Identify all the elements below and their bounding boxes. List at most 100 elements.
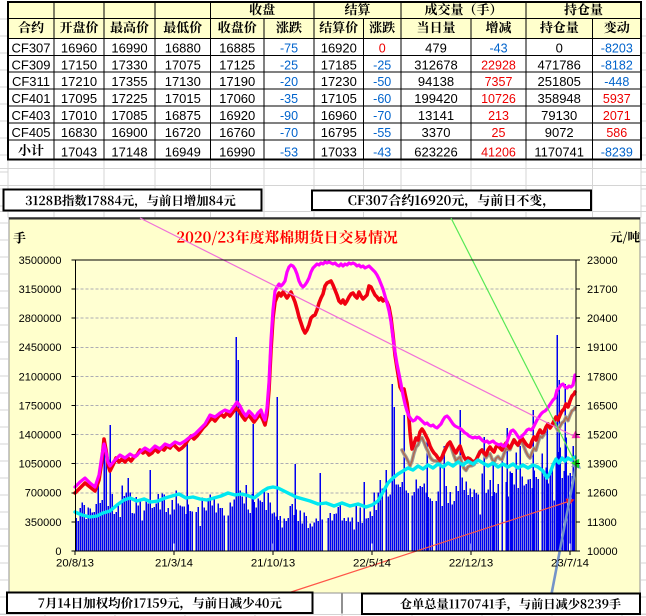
svg-text:12600: 12600 [587, 488, 618, 500]
svg-text:251805: 251805 [538, 74, 581, 89]
svg-text:-70: -70 [280, 126, 298, 140]
svg-text:17185: 17185 [321, 57, 357, 72]
svg-text:21700: 21700 [587, 284, 618, 296]
svg-text:13900: 13900 [587, 459, 618, 471]
svg-text:2800000: 2800000 [19, 313, 62, 325]
svg-text:700000: 700000 [25, 488, 62, 500]
svg-text:19100: 19100 [587, 342, 618, 354]
svg-text:17043: 17043 [61, 145, 97, 160]
svg-text:16960: 16960 [61, 40, 97, 55]
svg-text:17230: 17230 [321, 74, 357, 89]
svg-text:1750000: 1750000 [19, 400, 62, 412]
svg-text:17330: 17330 [111, 57, 147, 72]
svg-text:16920: 16920 [321, 40, 357, 55]
svg-text:16880: 16880 [165, 40, 201, 55]
svg-text:15200: 15200 [587, 430, 618, 442]
svg-text:17075: 17075 [165, 57, 201, 72]
svg-text:17015: 17015 [165, 91, 201, 106]
svg-text:0: 0 [379, 41, 386, 55]
svg-text:-25: -25 [373, 58, 391, 72]
svg-text:2450000: 2450000 [19, 342, 62, 354]
svg-text:-25: -25 [280, 58, 298, 72]
svg-text:-20: -20 [280, 75, 298, 89]
svg-text:17150: 17150 [61, 57, 97, 72]
svg-text:312678: 312678 [414, 57, 457, 72]
svg-text:-43: -43 [373, 146, 391, 160]
svg-text:-8239: -8239 [601, 146, 633, 160]
svg-text:CF307: CF307 [11, 40, 50, 55]
svg-text:16830: 16830 [61, 125, 97, 140]
svg-text:CF309: CF309 [11, 57, 50, 72]
svg-text:3150000: 3150000 [19, 284, 62, 296]
svg-text:17800: 17800 [587, 371, 618, 383]
svg-text:586: 586 [606, 126, 627, 140]
svg-text:17148: 17148 [111, 145, 147, 160]
svg-text:17085: 17085 [111, 108, 147, 123]
svg-text:16760: 16760 [219, 125, 255, 140]
svg-text:CF311: CF311 [12, 74, 50, 89]
svg-text:16960: 16960 [321, 108, 357, 123]
svg-text:16500: 16500 [587, 400, 618, 412]
svg-text:17125: 17125 [219, 57, 255, 72]
svg-text:16990: 16990 [111, 40, 147, 55]
svg-text:10000: 10000 [587, 546, 618, 558]
svg-text:479: 479 [425, 40, 447, 55]
svg-text:-448: -448 [604, 75, 629, 89]
svg-text:16949: 16949 [165, 145, 201, 160]
svg-text:16720: 16720 [165, 125, 201, 140]
svg-text:3500000: 3500000 [19, 255, 62, 267]
svg-text:623226: 623226 [414, 145, 457, 160]
svg-text:17130: 17130 [165, 74, 201, 89]
svg-text:20/8/13: 20/8/13 [56, 557, 94, 569]
svg-text:471786: 471786 [538, 57, 581, 72]
svg-text:23000: 23000 [587, 255, 618, 267]
svg-text:-8182: -8182 [601, 58, 633, 72]
svg-text:16795: 16795 [321, 125, 357, 140]
svg-text:2100000: 2100000 [19, 371, 62, 383]
svg-text:CF401: CF401 [11, 91, 50, 106]
svg-text:17225: 17225 [111, 91, 147, 106]
svg-text:11300: 11300 [587, 517, 617, 529]
svg-text:3370: 3370 [422, 125, 451, 140]
svg-text:25: 25 [492, 126, 506, 140]
svg-text:-70: -70 [373, 109, 391, 123]
svg-text:1400000: 1400000 [19, 430, 62, 442]
svg-text:-35: -35 [280, 92, 298, 106]
svg-text:199420: 199420 [414, 91, 457, 106]
svg-text:41206: 41206 [481, 146, 516, 160]
svg-text:CF403: CF403 [11, 108, 50, 123]
svg-text:5937: 5937 [603, 92, 631, 106]
svg-text:21/3/14: 21/3/14 [155, 557, 193, 569]
svg-text:-8203: -8203 [601, 41, 633, 55]
svg-text:358948: 358948 [538, 91, 581, 106]
svg-text:17190: 17190 [219, 74, 255, 89]
svg-text:2071: 2071 [603, 109, 631, 123]
svg-text:CF405: CF405 [11, 125, 50, 140]
svg-text:22/5/14: 22/5/14 [353, 557, 391, 569]
svg-text:21/10/13: 21/10/13 [251, 557, 295, 569]
svg-text:-55: -55 [373, 126, 391, 140]
svg-text:-43: -43 [489, 41, 507, 55]
svg-text:22928: 22928 [481, 58, 516, 72]
svg-text:-60: -60 [373, 92, 391, 106]
svg-text:17095: 17095 [61, 91, 97, 106]
svg-text:16990: 16990 [219, 145, 255, 160]
svg-text:17010: 17010 [61, 108, 97, 123]
svg-text:-75: -75 [280, 41, 298, 55]
svg-text:16875: 16875 [165, 108, 201, 123]
svg-text:17033: 17033 [321, 145, 357, 160]
svg-text:9072: 9072 [545, 125, 574, 140]
svg-text:17355: 17355 [111, 74, 147, 89]
svg-text:7357: 7357 [485, 75, 513, 89]
svg-text:13141: 13141 [418, 108, 454, 123]
svg-text:0: 0 [556, 40, 563, 55]
svg-text:-50: -50 [373, 75, 391, 89]
svg-text:16900: 16900 [111, 125, 147, 140]
svg-text:22/12/13: 22/12/13 [449, 557, 493, 569]
svg-text:79130: 79130 [541, 108, 577, 123]
svg-text:23/7/14: 23/7/14 [551, 557, 589, 569]
svg-text:20400: 20400 [587, 313, 618, 325]
svg-text:17060: 17060 [219, 91, 255, 106]
svg-text:350000: 350000 [25, 517, 62, 529]
svg-text:10726: 10726 [481, 92, 516, 106]
